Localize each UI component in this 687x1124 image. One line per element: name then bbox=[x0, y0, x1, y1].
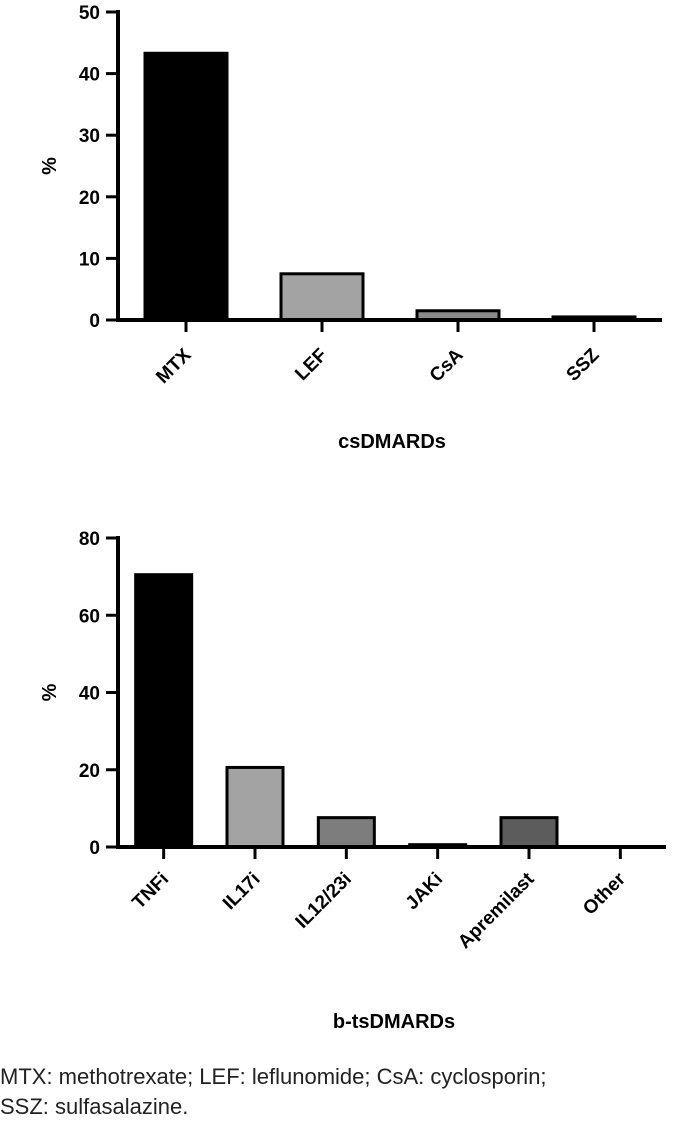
y-tick-label: 10 bbox=[79, 249, 100, 270]
bar-lef bbox=[279, 272, 365, 322]
y-axis-title: % bbox=[39, 157, 61, 175]
x-tick-label-ssz: SSZ bbox=[563, 344, 604, 385]
y-tick-label: 80 bbox=[79, 529, 100, 550]
y-tick-label: 0 bbox=[89, 838, 100, 859]
y-tick-label: 60 bbox=[79, 606, 100, 627]
figure-canvas: 0 10 20 30 40 50 MTX LEF CsA SSZ% csDMARDs 0 20 40 60… bbox=[39, 3, 666, 1033]
y-tick-label: 40 bbox=[79, 65, 100, 86]
x-tick-label-apremilast: Apremilast bbox=[454, 868, 539, 953]
x-tick-label-lef: LEF bbox=[291, 345, 331, 385]
bar-il12-23i bbox=[316, 816, 376, 849]
y-tick-label: 20 bbox=[79, 188, 100, 209]
caption-line-1: MTX: methotrexate; LEF: leflunomide; CsA… bbox=[0, 1064, 547, 1089]
x-axis-title: b-tsDMARDs bbox=[333, 1011, 455, 1033]
x-tick-label-mtx: MTX bbox=[152, 344, 195, 387]
y-tick-label: 0 bbox=[89, 311, 100, 332]
b-tsdmards-bar-chart: 0 20 40 60 80 TNFi IL17i IL12/23i JAKi Apremilast… bbox=[39, 529, 666, 1033]
x-tick-label-il12-23i: IL12/23i bbox=[292, 869, 356, 933]
bar-il17i bbox=[225, 765, 285, 849]
x-tick-label-il17i: IL17i bbox=[219, 869, 264, 914]
bar-mtx bbox=[143, 51, 229, 322]
bar-apremilast bbox=[499, 816, 559, 849]
x-tick-label-jaki: JAKi bbox=[402, 869, 447, 914]
y-tick-label: 30 bbox=[79, 126, 100, 147]
figure-caption: MTX: methotrexate; LEF: leflunomide; CsA… bbox=[0, 1062, 687, 1122]
y-tick-label: 50 bbox=[79, 3, 100, 24]
y-tick-label: 40 bbox=[79, 684, 100, 705]
x-axis-title: csDMARDs bbox=[338, 431, 446, 453]
y-axis-title: % bbox=[39, 683, 61, 701]
x-tick-label-csa: CsA bbox=[426, 344, 468, 386]
bar-tnfi bbox=[134, 573, 194, 849]
csdmards-bar-chart: 0 10 20 30 40 50 MTX LEF CsA SSZ% csDMARDs bbox=[39, 3, 662, 453]
y-tick-label: 20 bbox=[79, 761, 100, 782]
x-tick-label-tnfi: TNFi bbox=[128, 869, 173, 914]
caption-line-2: SSZ: sulfasalazine. bbox=[0, 1094, 189, 1119]
x-tick-label-other: Other bbox=[579, 868, 630, 919]
